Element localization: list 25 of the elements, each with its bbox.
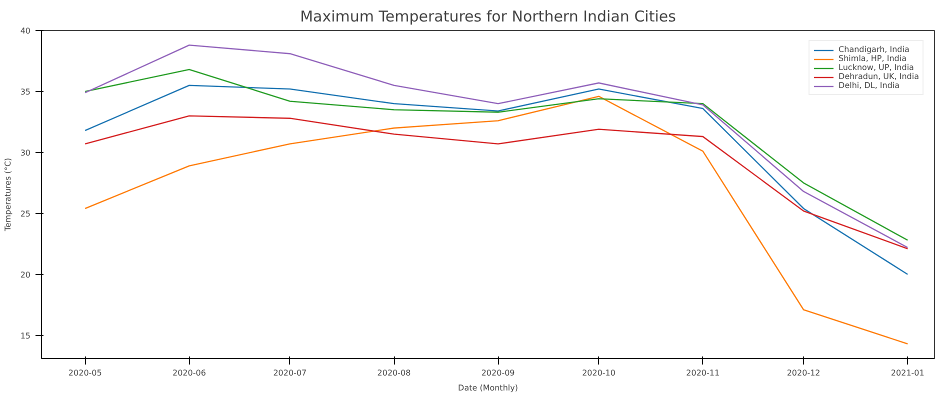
y-axis-title: Temperatures (°C) bbox=[3, 158, 12, 232]
line-series bbox=[84, 115, 908, 250]
chart-title: Maximum Temperatures for Northern Indian Cities bbox=[300, 8, 676, 26]
x-tick-label: 2020-08 bbox=[377, 368, 411, 378]
line-series bbox=[84, 96, 908, 345]
y-tick-label: 35 bbox=[20, 87, 31, 96]
x-tick-label: 2020-10 bbox=[582, 368, 616, 378]
y-tick-label: 40 bbox=[20, 26, 31, 36]
legend-label: Shimla, HP, India bbox=[838, 54, 906, 63]
legend-label: Delhi, DL, India bbox=[838, 81, 900, 90]
y-tick-label: 30 bbox=[20, 148, 31, 158]
x-tick-label: 2020-12 bbox=[786, 368, 820, 378]
y-tick-label: 25 bbox=[20, 209, 31, 218]
x-tick-label: 2021-01 bbox=[890, 368, 924, 378]
x-tick-label: 2020-05 bbox=[68, 368, 102, 378]
y-tick-label: 20 bbox=[20, 270, 31, 280]
x-tick-label: 2020-11 bbox=[686, 368, 720, 378]
y-tick-label: 15 bbox=[20, 331, 31, 340]
x-tick-label: 2020-07 bbox=[273, 368, 307, 378]
legend-label: Lucknow, UP, India bbox=[838, 63, 914, 72]
legend-label: Dehradun, UK, India bbox=[838, 72, 919, 81]
legend-label: Chandigarh, India bbox=[838, 45, 910, 54]
x-axis-title: Date (Monthly) bbox=[458, 384, 518, 392]
x-tick-label: 2020-09 bbox=[481, 368, 515, 378]
x-tick-label: 2020-06 bbox=[172, 368, 206, 378]
